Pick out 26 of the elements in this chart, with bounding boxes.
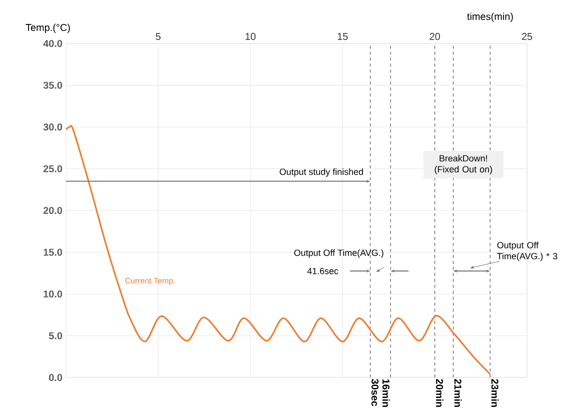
ref-line-label: 20min bbox=[436, 379, 444, 407]
y-tick-label: 0.0 bbox=[49, 374, 62, 382]
x-tick-label: 25 bbox=[522, 32, 532, 40]
annotation: Output Off Time(AVG.) * 3 bbox=[497, 242, 558, 262]
x-axis-title: times(min) bbox=[467, 12, 513, 22]
line-series bbox=[65, 126, 491, 375]
y-tick-label: 20.0 bbox=[43, 206, 62, 214]
y-tick-label: 10.0 bbox=[44, 290, 62, 298]
x-tick-label: 5 bbox=[156, 33, 161, 40]
x-tick-label: 10 bbox=[246, 32, 256, 40]
y-tick-label: 15.0 bbox=[44, 248, 62, 256]
y-tick-label: 30.0 bbox=[43, 123, 62, 131]
y-tick-label: 25.0 bbox=[43, 165, 62, 172]
annotation: BreakDown! (Fixed Out on) bbox=[434, 154, 492, 174]
y-tick-label: 5.0 bbox=[48, 332, 62, 340]
y-tick-label: 40.0 bbox=[43, 40, 62, 48]
y-tick-label: 35.0 bbox=[43, 82, 62, 89]
y-axis-title: Temp.(°C) bbox=[26, 24, 70, 33]
annotation: Output study finished bbox=[280, 168, 363, 177]
ref-line-label: 23min bbox=[491, 379, 499, 407]
x-tick-label: 15 bbox=[338, 33, 348, 40]
ref-line-label: 16min 30sec bbox=[371, 378, 390, 407]
x-tick-label: 20 bbox=[430, 32, 440, 40]
ref-line-label: 21min bbox=[454, 379, 462, 407]
annotation: Output Off Time(AVG.) bbox=[294, 249, 384, 258]
annotation: 41.6sec bbox=[307, 268, 338, 274]
